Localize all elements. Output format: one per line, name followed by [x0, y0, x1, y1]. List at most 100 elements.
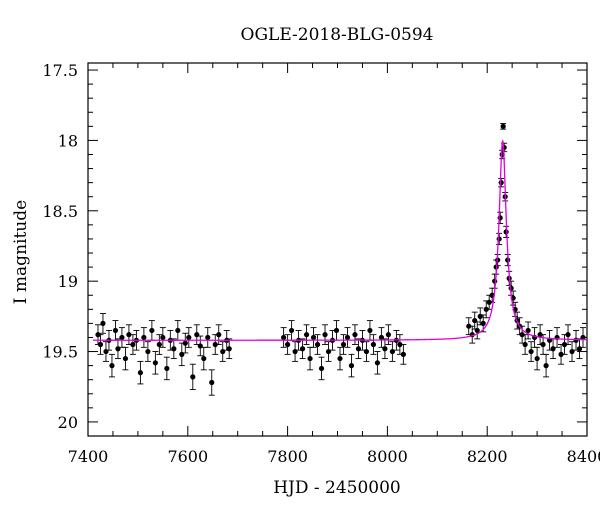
- data-point: [492, 278, 498, 284]
- data-point: [179, 351, 185, 357]
- data-point: [573, 337, 579, 343]
- data-point: [288, 327, 295, 334]
- error-bars: [94, 123, 587, 396]
- data-point: [194, 332, 200, 338]
- data-point: [528, 348, 534, 355]
- data-point: [480, 320, 486, 326]
- data-point: [337, 355, 343, 362]
- data-point: [500, 123, 506, 129]
- data-point: [374, 360, 381, 366]
- data-point: [525, 327, 531, 334]
- data-point: [119, 334, 125, 341]
- data-point: [466, 323, 472, 329]
- x-tick-label: 8200: [467, 447, 508, 466]
- data-point: [100, 320, 106, 326]
- data-point: [216, 332, 222, 338]
- data-point: [576, 346, 583, 352]
- data-point: [97, 341, 104, 348]
- data-point: [186, 334, 192, 341]
- data-point: [115, 346, 121, 352]
- data-point: [543, 363, 549, 369]
- data-point: [292, 348, 298, 355]
- data-point: [352, 332, 358, 338]
- data-point: [182, 340, 188, 346]
- data-point: [122, 355, 129, 362]
- data-point: [190, 374, 196, 380]
- data-point: [205, 334, 211, 341]
- data-point: [558, 351, 564, 357]
- data-point: [137, 370, 143, 376]
- data-point: [378, 334, 385, 341]
- data-point: [389, 348, 395, 355]
- data-point: [149, 327, 155, 334]
- data-point: [472, 317, 478, 324]
- x-tick-label: 7800: [267, 447, 308, 466]
- data-point: [397, 341, 403, 348]
- data-point: [175, 327, 181, 334]
- data-point: [299, 346, 306, 352]
- data-point: [569, 348, 575, 355]
- data-point: [209, 379, 215, 386]
- data-point: [565, 332, 571, 338]
- y-tick-label: 18.5: [42, 202, 78, 221]
- data-point: [160, 334, 166, 341]
- data-point: [164, 365, 170, 372]
- x-tick-label: 7600: [167, 447, 208, 466]
- y-tick-label: 18: [58, 131, 78, 150]
- data-point: [370, 341, 377, 348]
- data-point: [109, 363, 115, 369]
- data-point: [382, 346, 388, 352]
- data-point: [141, 334, 147, 341]
- y-tick-label: 17.5: [42, 61, 78, 80]
- data-point: [498, 180, 504, 186]
- data-point: [580, 334, 586, 341]
- data-point: [126, 332, 132, 338]
- y-tick-label: 19: [58, 272, 78, 291]
- y-tick-label: 19.5: [42, 343, 78, 362]
- data-point: [483, 306, 489, 312]
- data-point: [348, 363, 355, 369]
- data-point: [325, 348, 332, 355]
- data-point: [152, 360, 158, 366]
- plot-frame: [87, 62, 588, 437]
- data-point: [112, 327, 119, 334]
- data-point: [318, 365, 325, 372]
- data-point: [540, 341, 546, 348]
- data-point: [519, 332, 525, 338]
- data-point: [333, 327, 340, 334]
- data-point: [550, 346, 556, 352]
- x-tick-label: 8000: [367, 447, 408, 466]
- data-point: [281, 334, 287, 341]
- y-tick-label: 20: [58, 413, 78, 432]
- x-tick-label: 8400: [567, 447, 600, 466]
- data-point: [103, 348, 109, 355]
- plot-border: [87, 62, 588, 437]
- data-point: [534, 355, 540, 362]
- data-point: [95, 332, 101, 338]
- data-point: [340, 341, 347, 348]
- model-curve: [92, 140, 588, 341]
- data-point: [156, 341, 162, 348]
- data-point: [474, 327, 480, 334]
- data-point: [307, 355, 313, 362]
- data-point: [537, 332, 543, 338]
- data-point: [367, 327, 373, 334]
- data-point: [496, 236, 502, 242]
- data-points: [95, 123, 586, 386]
- data-point: [385, 332, 391, 338]
- data-point: [130, 341, 136, 348]
- x-axis: 7400 7600 7800 8000 8200 8400: [68, 63, 600, 466]
- data-point: [314, 341, 321, 348]
- data-point: [477, 313, 483, 319]
- data-point: [400, 351, 406, 357]
- data-point: [220, 348, 226, 355]
- chart-title: OGLE-2018-BLG-0594: [241, 25, 434, 45]
- data-point: [344, 334, 351, 341]
- data-point: [322, 332, 328, 338]
- data-point: [171, 346, 177, 352]
- data-point: [212, 341, 218, 348]
- x-axis-label: HJD - 2450000: [273, 478, 401, 498]
- data-point: [303, 332, 310, 338]
- data-point: [561, 341, 568, 348]
